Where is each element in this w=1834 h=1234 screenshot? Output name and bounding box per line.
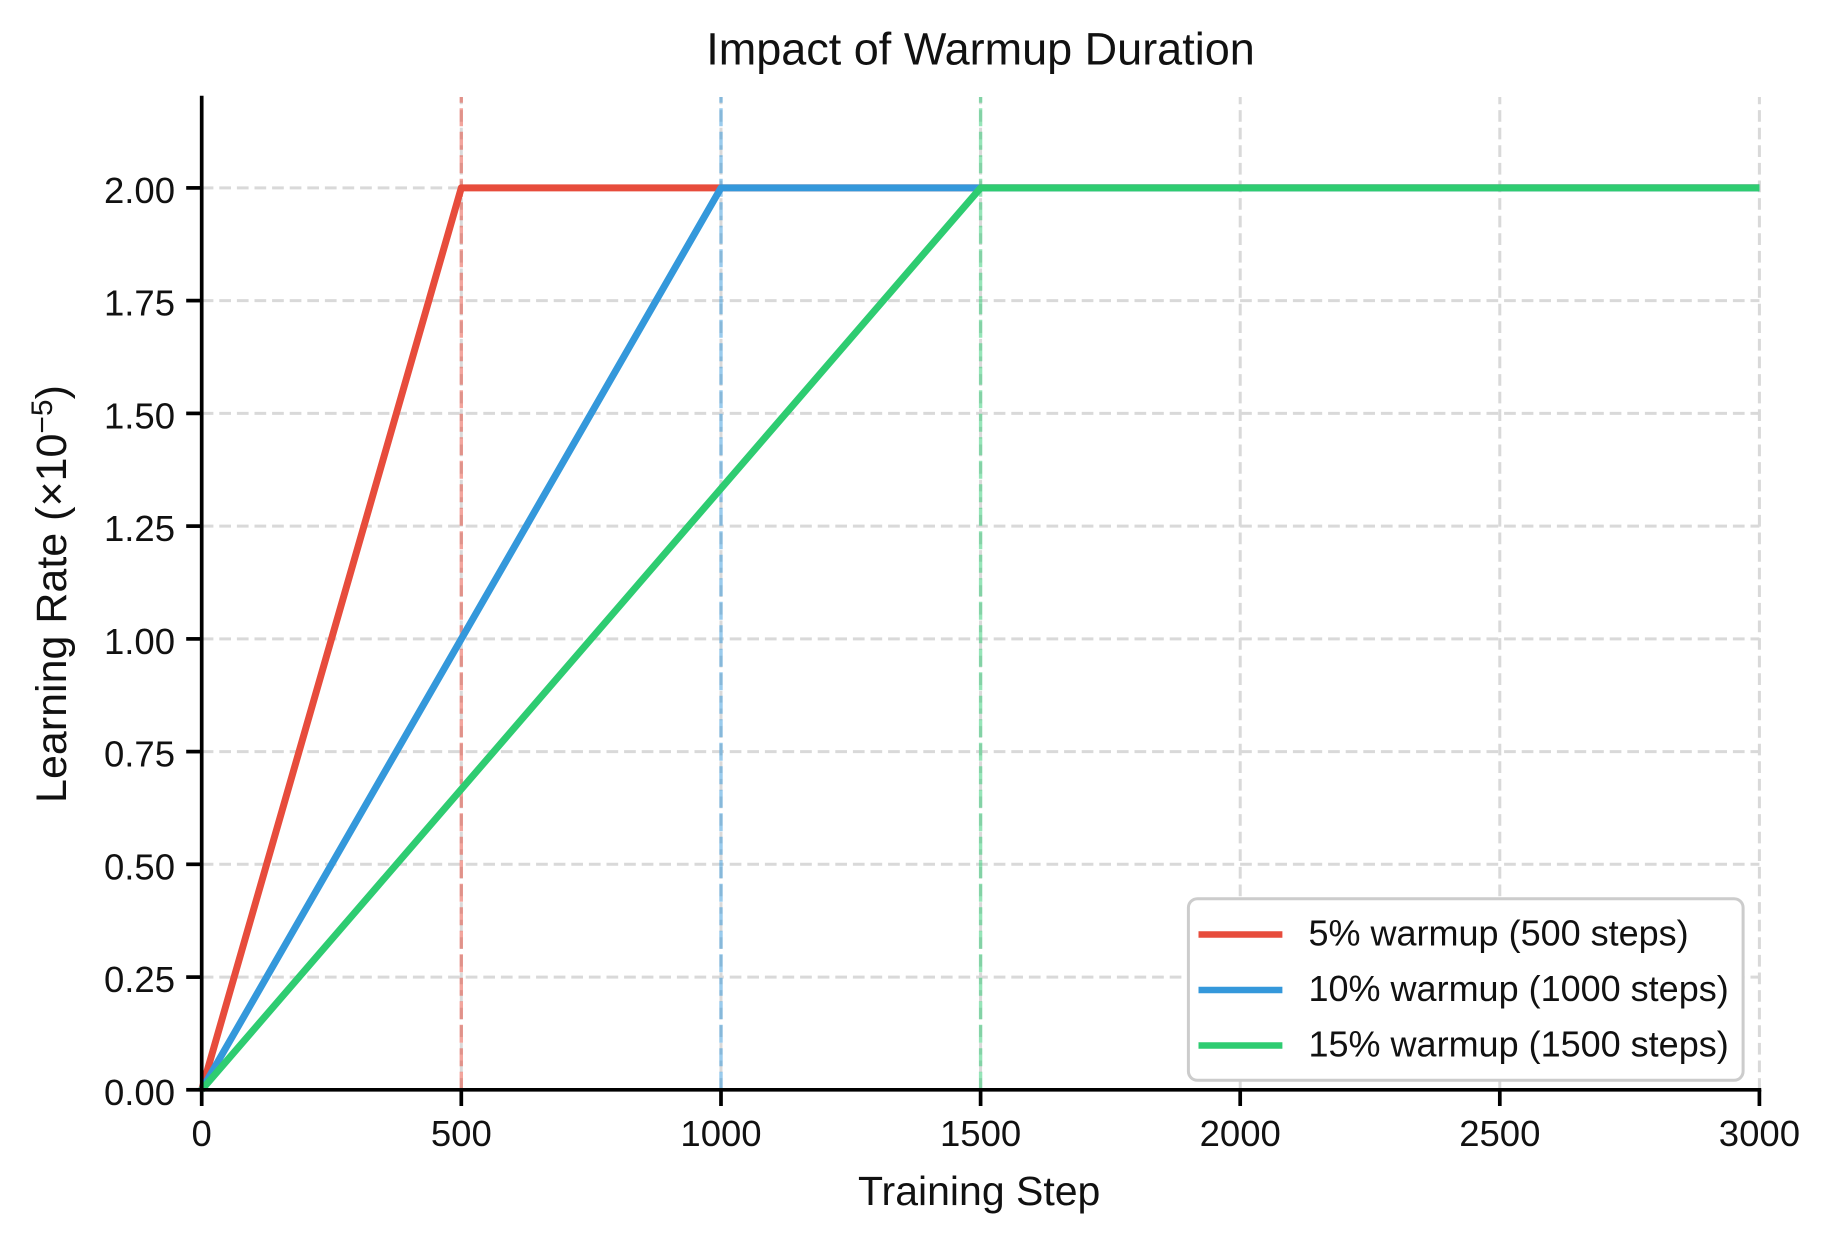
svg-text:2000: 2000 [1200, 1113, 1281, 1154]
svg-text:1500: 1500 [940, 1113, 1021, 1154]
svg-text:Training Step: Training Step [858, 1168, 1100, 1214]
svg-text:5% warmup (500 steps): 5% warmup (500 steps) [1309, 913, 1689, 954]
svg-text:0.25: 0.25 [104, 959, 175, 1000]
svg-text:10% warmup (1000 steps): 10% warmup (1000 steps) [1309, 968, 1729, 1009]
svg-text:Learning Rate (×10−5): Learning Rate (×10−5) [26, 385, 76, 803]
svg-text:0: 0 [192, 1113, 212, 1154]
svg-text:1.00: 1.00 [104, 621, 175, 662]
svg-text:0.50: 0.50 [104, 846, 175, 887]
svg-text:2500: 2500 [1459, 1113, 1540, 1154]
svg-text:0.00: 0.00 [104, 1072, 175, 1113]
svg-text:500: 500 [431, 1113, 492, 1154]
svg-text:Impact of Warmup Duration: Impact of Warmup Duration [706, 24, 1255, 75]
svg-text:15% warmup (1500 steps): 15% warmup (1500 steps) [1309, 1024, 1729, 1065]
svg-text:1.25: 1.25 [104, 508, 175, 549]
svg-text:1.75: 1.75 [104, 283, 175, 324]
svg-text:1000: 1000 [680, 1113, 761, 1154]
svg-text:2.00: 2.00 [104, 170, 175, 211]
svg-text:0.75: 0.75 [104, 734, 175, 775]
svg-text:1.50: 1.50 [104, 395, 175, 436]
svg-text:3000: 3000 [1719, 1113, 1800, 1154]
